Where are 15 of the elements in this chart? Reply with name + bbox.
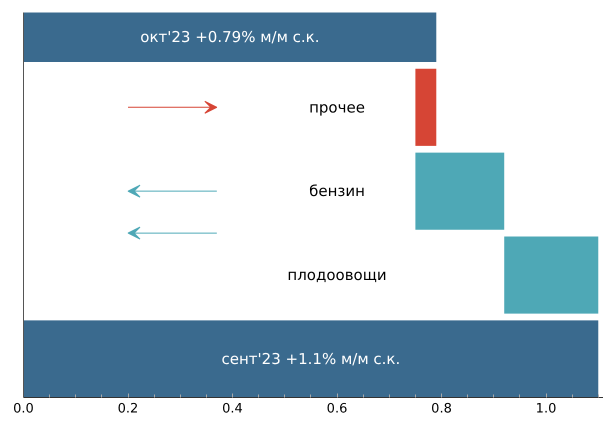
bar <box>504 236 598 314</box>
bar <box>415 68 436 146</box>
x-tick-label: 0.8 <box>431 402 452 416</box>
y-tick-label: плодоовощи <box>287 266 387 284</box>
x-tick-label: 1.0 <box>536 402 556 416</box>
y-tick-label: бензин <box>309 182 365 200</box>
bar <box>415 152 504 230</box>
y-tick-label: сент'23 +1.1% м/м с.к. <box>222 350 400 368</box>
x-tick-label: 0.2 <box>118 402 138 416</box>
bar <box>24 320 598 398</box>
x-tick-label: 0.4 <box>222 402 243 416</box>
y-tick-label: прочее <box>309 98 365 116</box>
x-tick-label: 0.6 <box>326 402 348 416</box>
x-tick-label: 0.0 <box>13 402 34 416</box>
y-tick-label: окт'23 +0.79% м/м с.к. <box>140 28 320 46</box>
